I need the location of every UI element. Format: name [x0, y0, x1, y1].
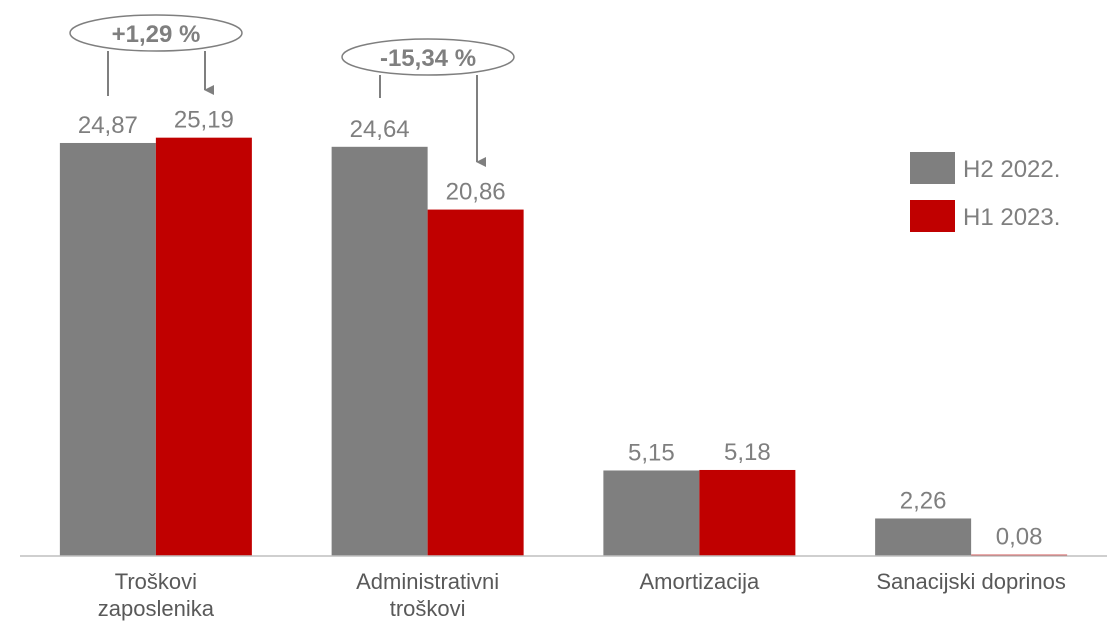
x-tick-label: Sanacijski doprinos: [876, 569, 1066, 594]
annotation-ellipse: [341, 38, 515, 76]
bar: [331, 146, 428, 557]
annotation-1: +1,29 %: [69, 14, 243, 96]
bar: [155, 137, 252, 556]
data-label: 24,64: [350, 116, 410, 143]
x-tick-label: Troškovi zaposlenika: [97, 569, 214, 621]
data-label: 24,87: [78, 112, 138, 139]
bar: [59, 142, 156, 557]
legend-label: H2 2022.: [963, 156, 1060, 183]
x-tick-label: Administrativni troškovi: [356, 569, 500, 621]
annotation-text: -15,34 %: [380, 45, 476, 72]
bar: [427, 209, 524, 556]
data-label: 5,15: [628, 439, 675, 466]
data-label: 5,18: [724, 439, 771, 466]
bar: [699, 469, 796, 556]
legend-label: H1 2023.: [963, 204, 1060, 231]
annotation-ellipse: [69, 14, 243, 52]
x-tick-label: Amortizacija: [639, 569, 760, 594]
data-label: 2,26: [900, 487, 947, 514]
data-label: 20,86: [446, 179, 506, 206]
legend-swatch: [910, 152, 955, 184]
bar: [875, 518, 972, 556]
annotation-text: +1,29 %: [112, 21, 201, 48]
annotation-2: -15,34 %: [341, 38, 515, 167]
legend-swatch: [910, 200, 955, 232]
data-label: 25,19: [174, 107, 234, 134]
bar: [603, 470, 700, 556]
data-label: 0,08: [996, 524, 1043, 551]
